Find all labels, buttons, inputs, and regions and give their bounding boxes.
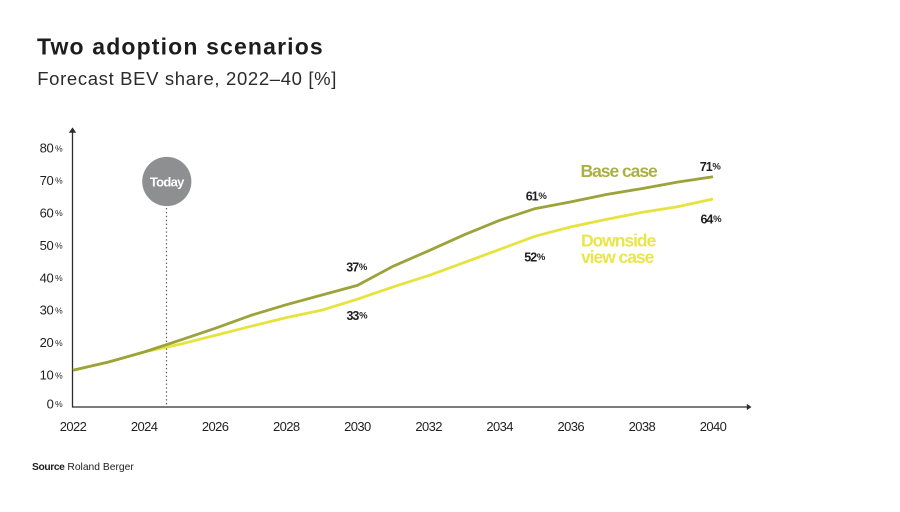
svg-text:%: %: [55, 305, 63, 315]
svg-text:60: 60: [40, 205, 54, 220]
svg-text:2028: 2028: [273, 419, 300, 434]
svg-text:Forecast BEV share, 2022–40 [%: Forecast BEV share, 2022–40 [%]: [37, 68, 337, 89]
svg-text:%: %: [55, 208, 63, 218]
svg-text:Base case: Base case: [581, 161, 658, 181]
svg-text:0: 0: [47, 396, 54, 411]
svg-text:view case: view case: [581, 247, 655, 267]
svg-text:40: 40: [40, 270, 54, 285]
svg-text:Downside: Downside: [581, 231, 657, 251]
svg-text:Source Roland Berger: Source Roland Berger: [32, 462, 134, 473]
svg-text:2034: 2034: [486, 419, 513, 434]
svg-text:71%: 71%: [700, 160, 722, 174]
svg-text:61%: 61%: [526, 190, 548, 204]
svg-text:52%: 52%: [524, 250, 546, 264]
svg-text:33%: 33%: [347, 309, 369, 323]
svg-text:30: 30: [40, 303, 54, 318]
svg-text:%: %: [55, 143, 63, 153]
svg-text:50: 50: [40, 238, 54, 253]
svg-text:2024: 2024: [131, 419, 158, 434]
svg-text:%: %: [55, 370, 63, 380]
svg-text:2036: 2036: [558, 419, 585, 434]
svg-text:%: %: [55, 176, 63, 186]
svg-text:2038: 2038: [629, 419, 656, 434]
svg-text:2040: 2040: [700, 419, 727, 434]
svg-text:80: 80: [40, 141, 54, 156]
svg-text:Today: Today: [150, 175, 185, 190]
svg-text:70: 70: [40, 173, 54, 188]
svg-text:Two adoption scenarios: Two adoption scenarios: [37, 33, 324, 59]
svg-text:20: 20: [40, 335, 54, 350]
svg-text:%: %: [55, 273, 63, 283]
svg-text:%: %: [55, 241, 63, 251]
svg-text:2026: 2026: [202, 419, 229, 434]
svg-text:%: %: [55, 338, 63, 348]
svg-text:2032: 2032: [415, 419, 442, 434]
svg-text:64%: 64%: [701, 212, 723, 226]
svg-text:2030: 2030: [344, 419, 371, 434]
svg-text:37%: 37%: [346, 261, 368, 275]
svg-text:%: %: [55, 399, 63, 409]
svg-text:2022: 2022: [60, 419, 87, 434]
svg-text:10: 10: [40, 368, 54, 383]
